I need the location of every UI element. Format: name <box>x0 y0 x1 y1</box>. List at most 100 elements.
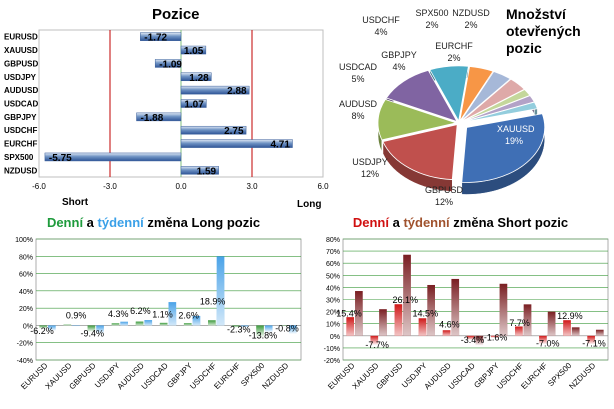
category-label-usdcad: USDCAD <box>4 100 38 109</box>
slice-pct-audusd: 8% <box>351 111 364 121</box>
data-label-gbpusd: 26.1% <box>392 295 418 305</box>
bar-shade-t-denn--usdjpy <box>120 321 128 326</box>
slice-pct-nzdusd: 2% <box>464 20 477 30</box>
pie-title: Množství otevřených pozic <box>506 6 581 57</box>
pie-title-line-2: otevřených <box>506 23 581 39</box>
x-label-nzdusd: NZDUSD <box>567 361 597 391</box>
bar-shade-t-denn--audusd <box>144 320 153 326</box>
value-label-gbpusd: -1.09 <box>159 59 182 70</box>
short-title-part-2: a <box>388 215 404 230</box>
x-tick-4: 6.0 <box>317 182 329 191</box>
y-tick-5: 60% <box>19 272 33 279</box>
bar-shade-denn--gbpjpy <box>183 323 192 326</box>
bar-shade-denn--usdchf <box>208 320 216 326</box>
category-label-eurchf: EURCHF <box>4 140 37 149</box>
open-positions-pie: Množství otevřených pozic EURUSD 30% XAUUS… <box>334 0 614 212</box>
slice-name-gbpusd: GBPUSD <box>425 185 464 195</box>
value-label-usdcad: 1.07 <box>184 100 204 111</box>
slice-xauusd <box>382 124 458 180</box>
bar-shade-t-denn--usdchf <box>523 304 532 336</box>
value-label-usdchf: 2.75 <box>224 126 244 137</box>
pie-title-line-1: Množství <box>506 6 566 22</box>
y-tick-7: 50% <box>326 273 340 280</box>
bar-shade-t-denn--spx500 <box>571 327 580 336</box>
category-label-spx500: SPX500 <box>4 153 34 162</box>
data-label-usdchf: 18.9% <box>200 297 226 307</box>
data-label-audusd: 4.6% <box>439 319 460 329</box>
slice-pct-eurusd: 30% <box>522 86 540 96</box>
x-label-nzdusd: NZDUSD <box>260 361 290 391</box>
value-label-audusd: 2.88 <box>227 86 247 97</box>
bar-t-denn--nzdusd <box>288 325 297 335</box>
x-label-usdcad: USDCAD <box>447 361 477 391</box>
data-label-nzdusd: -7.1% <box>582 339 606 349</box>
bar-t-denn--xauusd <box>72 325 80 327</box>
bar-usdjpy <box>180 72 212 82</box>
bar-usdcad <box>180 99 207 108</box>
slice-pct-usdjpy: 12% <box>361 169 379 179</box>
bar-audusd <box>180 85 250 95</box>
bar-shade-denn--audusd <box>135 321 144 326</box>
value-label-xauusd: 1.05 <box>184 46 204 57</box>
category-label-audusd: AUDUSD <box>4 86 38 95</box>
y-tick-2: 0% <box>330 334 340 341</box>
short-label: Short <box>62 197 89 208</box>
bar-usdchf <box>180 125 247 135</box>
bar-shade-denn--usdjpy <box>111 323 120 326</box>
slice-pct-eurchf: 2% <box>447 53 460 63</box>
slice-name-nzdusd: NZDUSD <box>452 8 490 18</box>
category-label-gbpusd: GBPUSD <box>4 59 38 68</box>
bar-denn--eurchf <box>232 325 240 328</box>
slice-pct-gbpjpy: 4% <box>392 62 405 72</box>
slice-pct-gbpusd: 12% <box>435 197 453 207</box>
value-label-eurusd: -1.72 <box>144 33 167 44</box>
value-label-eurchf: 4.71 <box>270 140 290 151</box>
bar-denn--gbpjpy <box>490 335 499 338</box>
bar-t-denn--gbpusd <box>96 325 104 334</box>
bar-shade-denn--usdchf <box>515 326 523 336</box>
short-title-part-3: týdenní <box>403 215 450 230</box>
bar-spx500 <box>44 152 182 162</box>
long-title-part-3: týdenní <box>97 215 144 230</box>
bar-shade-t-denn--gbpjpy <box>192 315 201 326</box>
bar-shade-denn--gbpusd <box>394 304 403 336</box>
value-label-usdjpy: 1.28 <box>189 73 209 84</box>
y-tick-3: 10% <box>326 322 340 329</box>
x-label-eurchf: EURCHF <box>212 361 242 391</box>
bar-denn--nzdusd <box>280 325 288 327</box>
bar-denn--gbpusd <box>87 325 96 332</box>
bar-shade-t-denn--eurchf <box>547 311 556 336</box>
data-label-spx500: 12.9% <box>557 311 583 321</box>
slice-pct-usdchf: 4% <box>374 27 387 37</box>
slice-eurusd <box>461 113 546 183</box>
slice-usdjpy <box>385 69 458 123</box>
bar-t-denn--eurusd <box>48 325 56 331</box>
data-label-nzdusd: -0.8% <box>275 323 299 333</box>
slice-name-audusd: AUDUSD <box>339 99 378 109</box>
data-label-usdcad: -3.4% <box>461 335 485 345</box>
bar-t-denn--usdcad <box>475 335 484 346</box>
long-title-part-2: a <box>83 215 98 230</box>
y-tick-0: -20% <box>324 358 340 365</box>
data-label-eurchf: -7.0% <box>536 339 560 349</box>
bar-denn--eurusd <box>39 325 48 329</box>
short-change-svg: -20% -10% 0% 10% 20% 30% 40% 50% 60% 70% 80% 15.4% E… <box>324 237 609 391</box>
slice-gbpjpy <box>460 70 512 122</box>
slice-name-usdcad: USDCAD <box>339 62 378 72</box>
data-label-audusd: 6.2% <box>130 306 151 316</box>
slice-name-eurusd: EURUSD <box>514 74 553 84</box>
slice-usdchf <box>460 78 525 122</box>
positions-chart: Pozice EURUSD -1.72 XAUUSD 1.05 GBPUSD -1.09 U… <box>0 0 334 212</box>
data-label-spx500: -13.8% <box>249 330 278 340</box>
value-label-gbpjpy: -1.88 <box>141 113 164 124</box>
y-tick-8: 60% <box>326 261 340 268</box>
x-label-usdcad: USDCAD <box>140 361 170 391</box>
short-change-title: Denní a týdenní změna Short pozic <box>307 215 614 230</box>
x-tick-0: -6.0 <box>32 182 46 191</box>
category-label-usdjpy: USDJPY <box>4 73 37 82</box>
bar-denn--nzdusd <box>587 335 595 345</box>
category-label-eurusd: EURUSD <box>4 33 38 42</box>
data-label-usdchf: 7.7% <box>509 318 530 328</box>
bar-denn--spx500 <box>256 325 264 338</box>
bar-shade-t-denn--gbpusd <box>403 254 411 336</box>
